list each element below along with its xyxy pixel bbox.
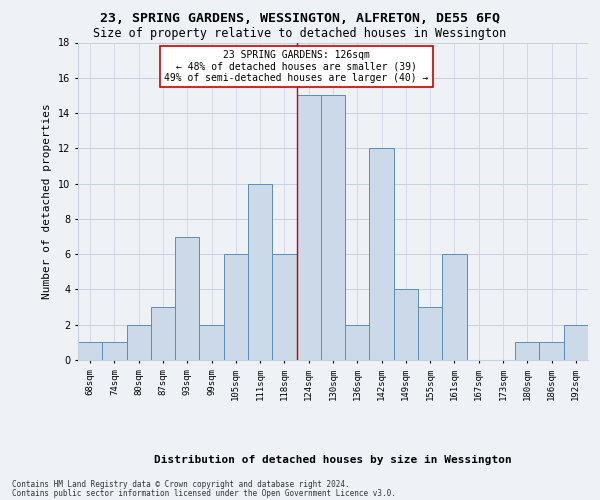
Bar [418, 307, 442, 360]
Bar [102, 342, 127, 360]
Bar [394, 290, 418, 360]
Bar [78, 342, 102, 360]
Text: 23, SPRING GARDENS, WESSINGTON, ALFRETON, DE55 6FQ: 23, SPRING GARDENS, WESSINGTON, ALFRETON… [100, 12, 500, 26]
Text: Contains HM Land Registry data © Crown copyright and database right 2024.: Contains HM Land Registry data © Crown c… [12, 480, 350, 489]
Bar [442, 254, 467, 360]
Bar [564, 324, 588, 360]
Bar [175, 236, 199, 360]
Text: 23 SPRING GARDENS: 126sqm
← 48% of detached houses are smaller (39)
49% of semi-: 23 SPRING GARDENS: 126sqm ← 48% of detac… [164, 50, 429, 83]
Text: Size of property relative to detached houses in Wessington: Size of property relative to detached ho… [94, 28, 506, 40]
Bar [370, 148, 394, 360]
Bar [127, 324, 151, 360]
Bar [272, 254, 296, 360]
Bar [345, 324, 370, 360]
X-axis label: Distribution of detached houses by size in Wessington: Distribution of detached houses by size … [154, 456, 512, 466]
Bar [199, 324, 224, 360]
Bar [296, 96, 321, 360]
Bar [248, 184, 272, 360]
Bar [224, 254, 248, 360]
Y-axis label: Number of detached properties: Number of detached properties [43, 104, 52, 299]
Bar [321, 96, 345, 360]
Bar [515, 342, 539, 360]
Text: Contains public sector information licensed under the Open Government Licence v3: Contains public sector information licen… [12, 488, 396, 498]
Bar [151, 307, 175, 360]
Bar [539, 342, 564, 360]
